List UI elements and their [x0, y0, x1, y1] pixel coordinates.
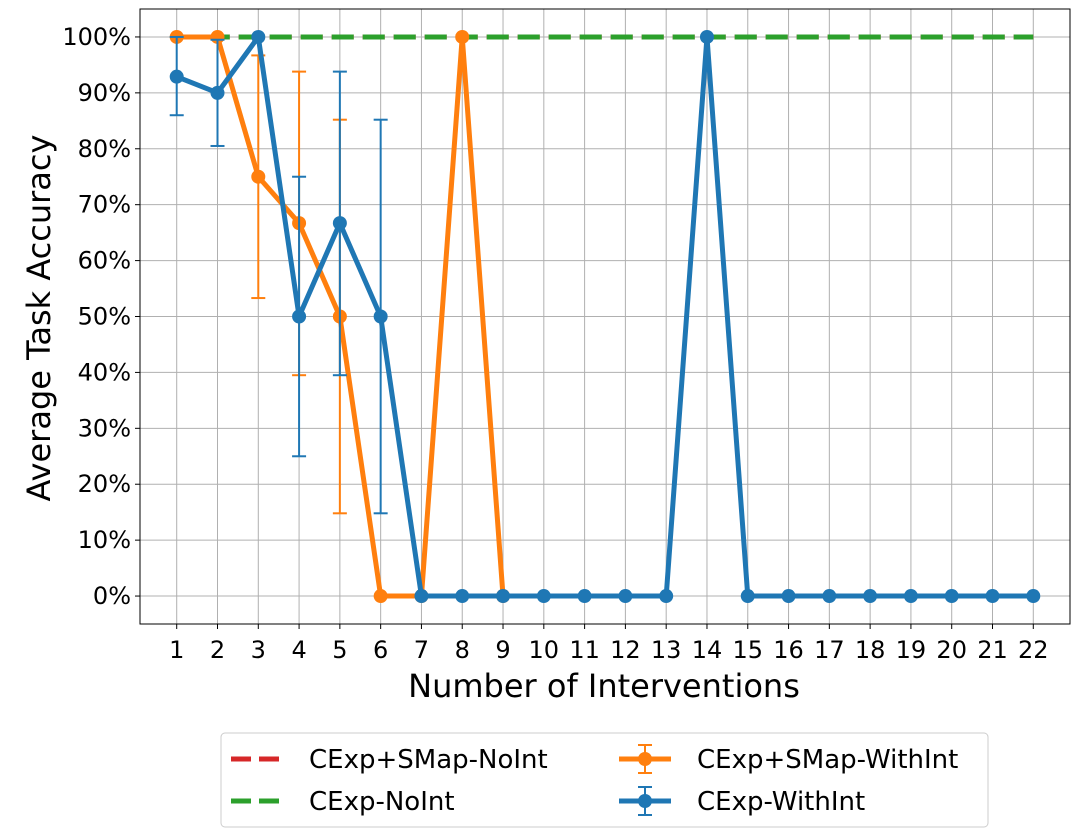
data-point — [618, 589, 633, 604]
series-layer — [169, 29, 1041, 604]
legend: CExp+SMap-NoInt CExp+SMap-WithInt CExp-NoI… — [220, 732, 989, 828]
data-point — [985, 589, 1000, 604]
x-tick-label: 2 — [210, 636, 225, 664]
y-tick-label: 10% — [78, 526, 131, 554]
legend-frame — [220, 732, 989, 828]
data-point — [536, 589, 551, 604]
data-point — [455, 29, 470, 44]
series-CExp-WithInt — [169, 29, 1041, 604]
x-tick-label: 11 — [569, 636, 600, 664]
data-point — [455, 589, 470, 604]
data-point — [251, 169, 266, 184]
x-tick-label: 7 — [414, 636, 429, 664]
data-point — [332, 216, 347, 231]
y-tick-label: 60% — [78, 247, 131, 275]
y-tick-label: 30% — [78, 414, 131, 442]
x-tick-labels: 1 2 3 4 5 6 7 8 9 10 11 12 13 14 15 16 17 18 19 20 21 22 — [169, 624, 1049, 664]
x-tick-label: 18 — [855, 636, 886, 664]
legend-item: CExp+SMap-WithInt — [619, 744, 958, 775]
data-point — [251, 29, 266, 44]
data-point — [373, 309, 388, 324]
x-axis-label: Number of Interventions — [408, 667, 800, 705]
data-point — [944, 589, 959, 604]
legend-swatch-marker — [638, 794, 652, 808]
data-point — [414, 589, 429, 604]
data-point — [169, 69, 184, 84]
data-point — [210, 85, 225, 100]
x-tick-label: 3 — [251, 636, 266, 664]
x-tick-label: 4 — [291, 636, 306, 664]
data-point — [373, 589, 388, 604]
y-tick-label: 20% — [78, 470, 131, 498]
x-tick-label: 10 — [529, 636, 560, 664]
x-tick-label: 20 — [936, 636, 967, 664]
y-tick-labels: 0% 10% 20% 30% 40% 50% 60% 70% 80% 90% 100% — [62, 23, 140, 610]
y-tick-label: 100% — [62, 23, 131, 51]
x-tick-label: 16 — [773, 636, 804, 664]
x-tick-label: 9 — [495, 636, 510, 664]
y-tick-label: 80% — [78, 135, 131, 163]
legend-item: CExp-WithInt — [619, 786, 865, 817]
data-point — [292, 309, 307, 324]
legend-label: CExp-NoInt — [309, 787, 455, 817]
data-point — [781, 589, 796, 604]
x-tick-label: 22 — [1018, 636, 1049, 664]
x-tick-label: 15 — [732, 636, 763, 664]
y-tick-label: 40% — [78, 358, 131, 386]
x-tick-label: 1 — [169, 636, 184, 664]
data-point — [903, 589, 918, 604]
legend-label: CExp+SMap-NoInt — [309, 745, 548, 775]
grid-lines — [140, 9, 1070, 624]
x-tick-label: 12 — [610, 636, 641, 664]
y-axis-label: Average Task Accuracy — [20, 135, 58, 502]
legend-swatch-marker — [638, 752, 652, 766]
data-point — [1026, 589, 1041, 604]
y-tick-label: 0% — [93, 582, 131, 610]
data-point — [863, 589, 878, 604]
data-point — [740, 589, 755, 604]
data-point — [822, 589, 837, 604]
data-point — [699, 29, 714, 44]
x-tick-label: 6 — [373, 636, 388, 664]
series-line — [175, 34, 1034, 599]
legend-item: CExp+SMap-NoInt — [231, 745, 548, 775]
x-tick-label: 13 — [651, 636, 682, 664]
y-tick-label: 70% — [78, 191, 131, 219]
x-tick-label: 14 — [692, 636, 723, 664]
x-tick-label: 19 — [896, 636, 927, 664]
y-tick-label: 50% — [78, 303, 131, 331]
legend-label: CExp+SMap-WithInt — [697, 745, 958, 775]
y-tick-label: 90% — [78, 79, 131, 107]
data-point — [496, 589, 511, 604]
legend-label: CExp-WithInt — [697, 787, 865, 817]
legend-item: CExp-NoInt — [231, 787, 455, 817]
x-tick-label: 8 — [455, 636, 470, 664]
x-tick-label: 21 — [977, 636, 1008, 664]
data-point — [659, 589, 674, 604]
x-tick-label: 5 — [332, 636, 347, 664]
x-tick-label: 17 — [814, 636, 845, 664]
data-point — [577, 589, 592, 604]
